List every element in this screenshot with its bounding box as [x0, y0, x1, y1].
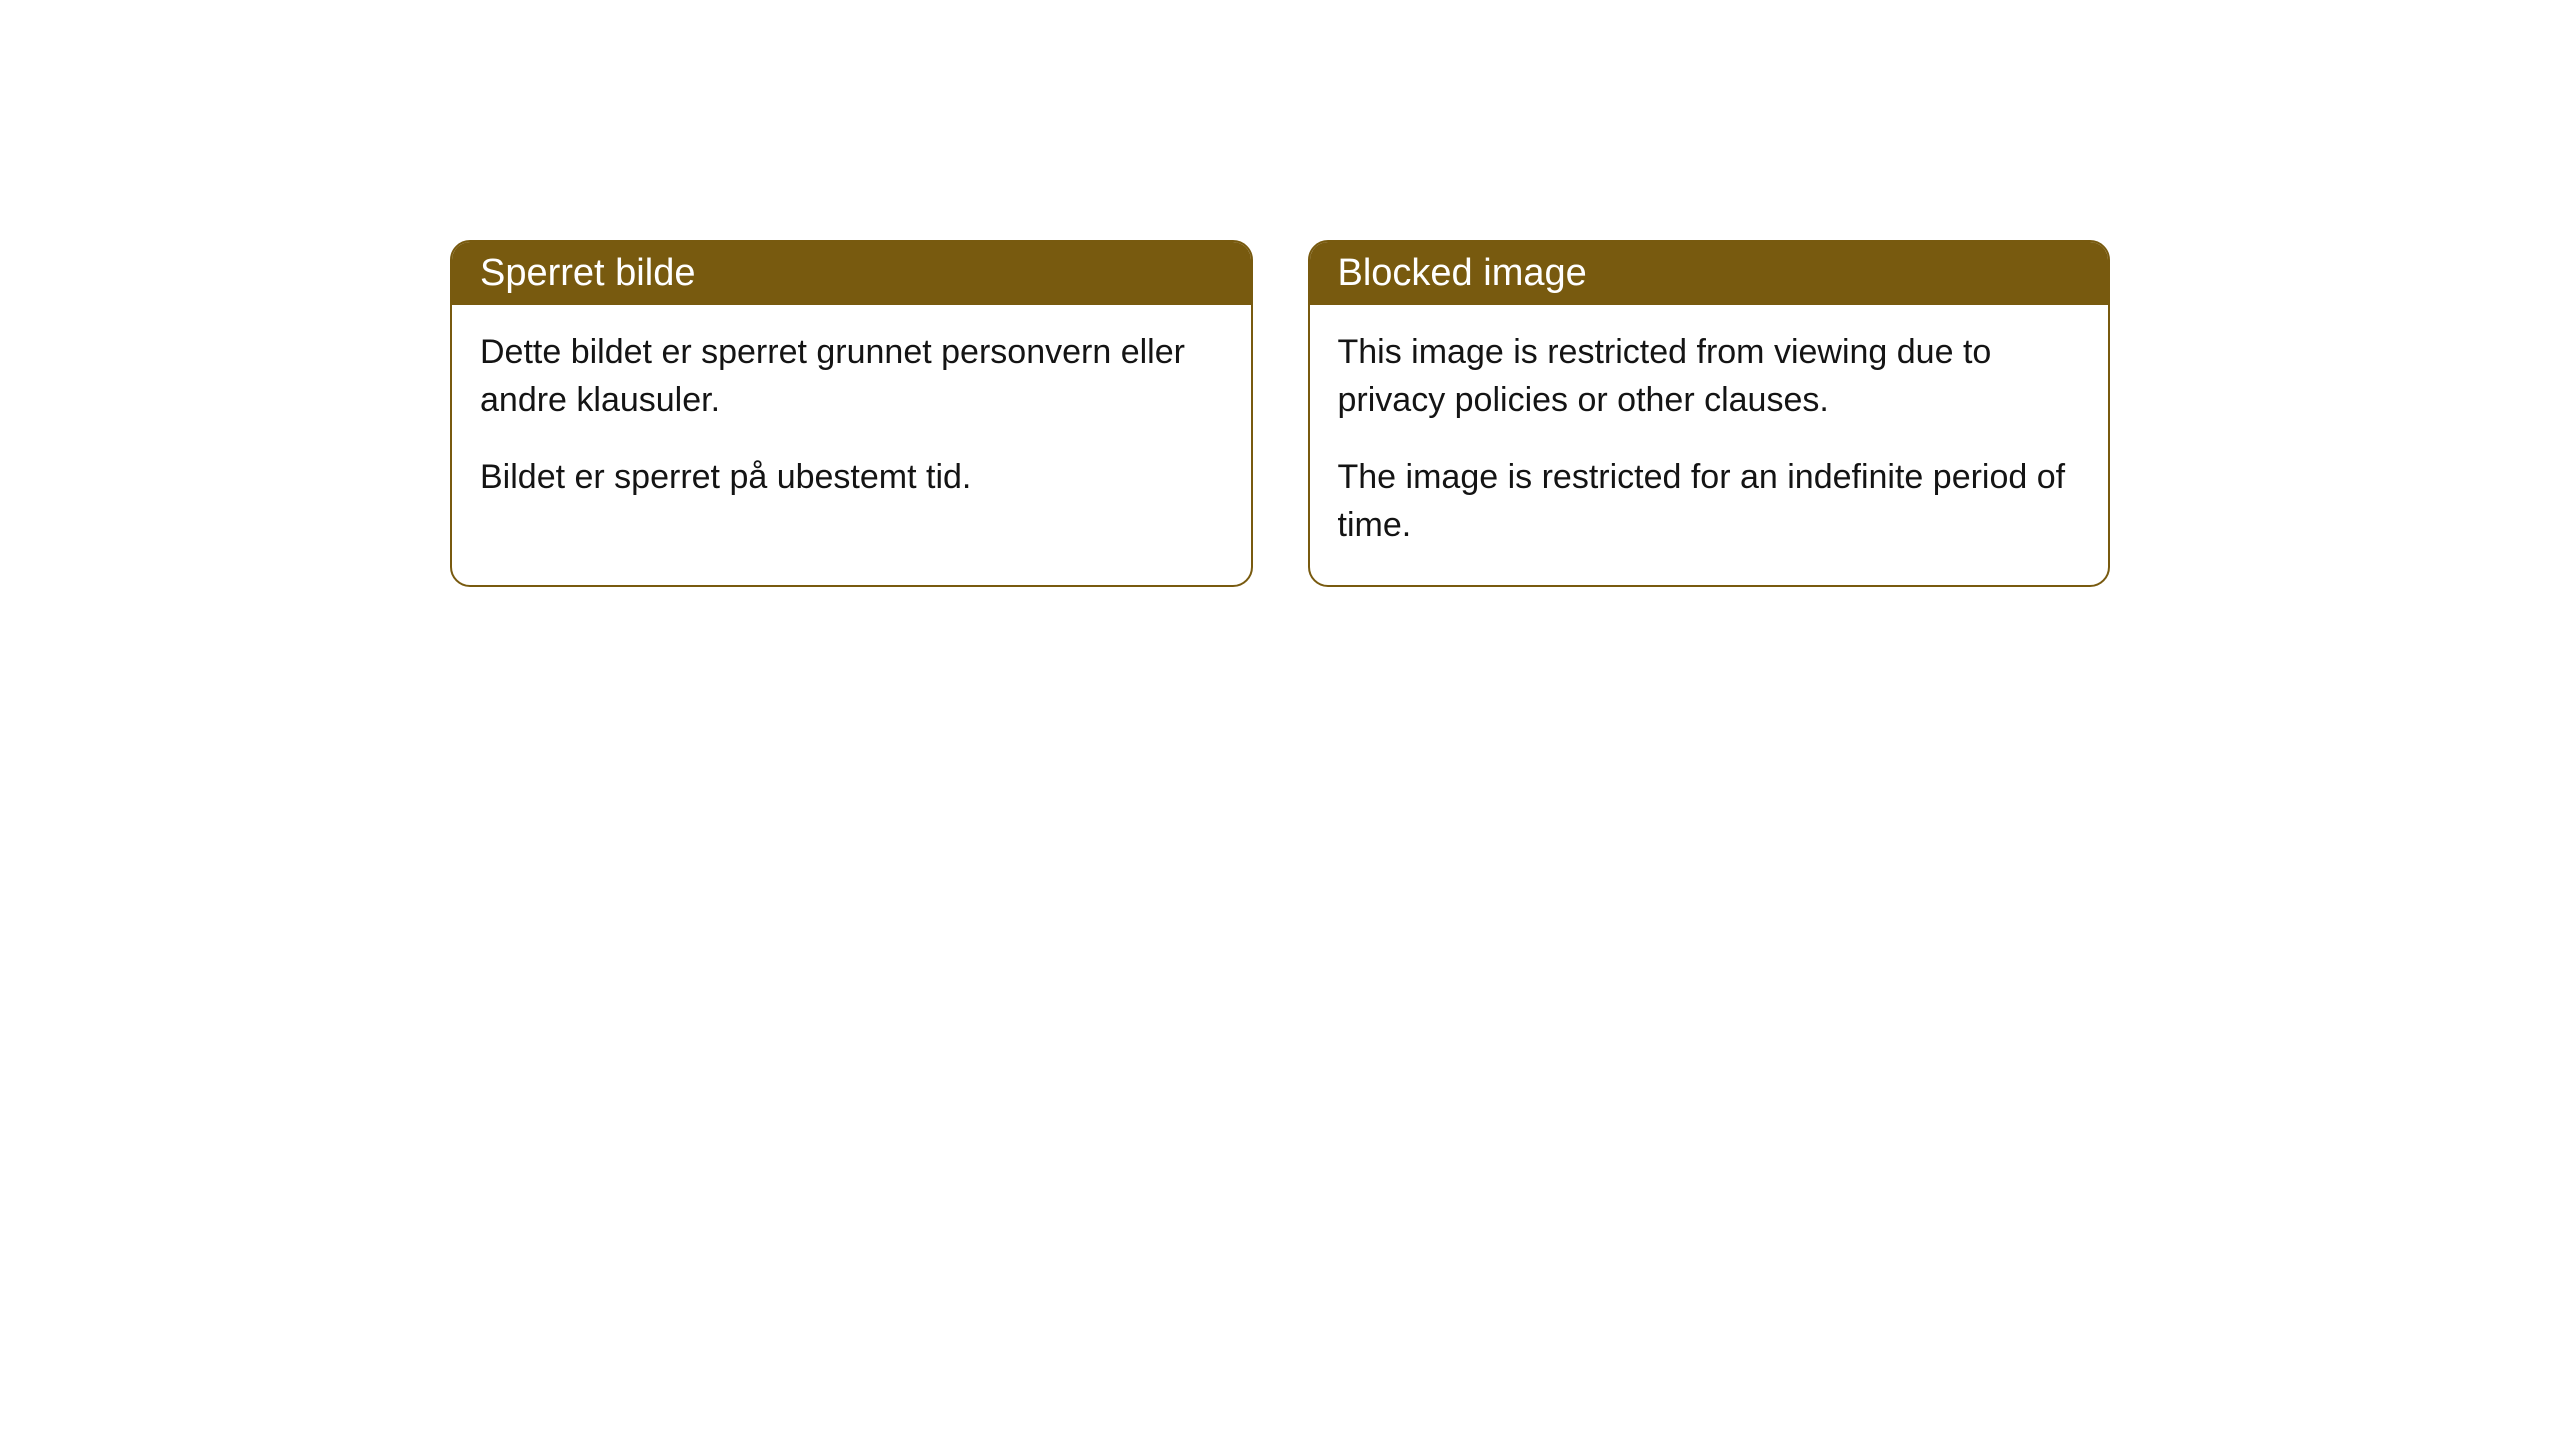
notice-card-english: Blocked image This image is restricted f…: [1308, 240, 2111, 587]
notice-cards-container: Sperret bilde Dette bildet er sperret gr…: [450, 240, 2110, 587]
card-header: Blocked image: [1310, 242, 2109, 305]
card-body: This image is restricted from viewing du…: [1310, 305, 2109, 585]
notice-card-norwegian: Sperret bilde Dette bildet er sperret gr…: [450, 240, 1253, 587]
card-paragraph: This image is restricted from viewing du…: [1338, 329, 2081, 424]
card-title: Sperret bilde: [480, 252, 695, 294]
card-paragraph: Dette bildet er sperret grunnet personve…: [480, 329, 1223, 424]
card-paragraph: The image is restricted for an indefinit…: [1338, 454, 2081, 549]
card-title: Blocked image: [1338, 252, 1587, 294]
card-paragraph: Bildet er sperret på ubestemt tid.: [480, 454, 1223, 502]
card-body: Dette bildet er sperret grunnet personve…: [452, 305, 1251, 538]
card-header: Sperret bilde: [452, 242, 1251, 305]
